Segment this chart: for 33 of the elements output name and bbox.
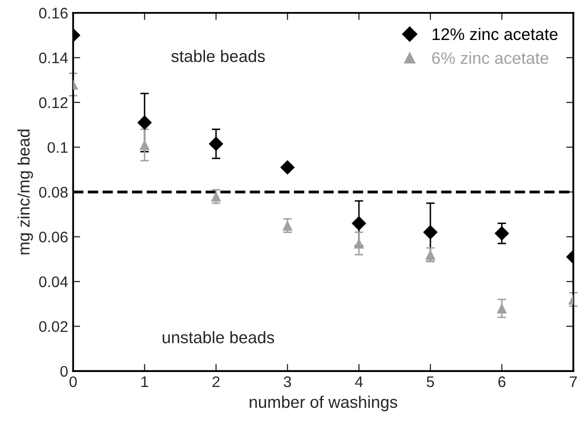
x-tick-label: 3 [284,376,292,388]
y-tick-label: 0.1 [48,142,68,153]
y-tick-label: 0.12 [39,97,68,108]
x-tick-label: 1 [141,376,148,388]
y-axis-title: mg zinc/mg bead [17,130,33,254]
y-tick-label: 0.08 [39,186,68,198]
point [423,224,438,240]
x-axis-title: number of washings [250,396,398,412]
point [352,216,366,231]
y-tick-label: 0 [60,366,68,377]
y-tick-label: 0.14 [39,52,68,64]
annotation: unstable beads [162,331,274,344]
annotation: stable beads [171,50,265,62]
x-tick-label: 0 [69,376,77,388]
x-tick-label: 6 [498,376,506,388]
point [354,238,364,249]
x-tick-label: 4 [355,376,363,388]
point [425,250,436,260]
x-tick-label: 2 [212,376,220,388]
point [494,226,510,241]
x-tick-label: 7 [570,376,577,388]
legend-label: 12% zinc acetate [432,28,558,40]
point [208,136,224,152]
y-tick-label: 0.04 [39,276,68,288]
point [137,115,152,130]
point [280,160,295,175]
point [496,303,507,314]
x-tick-label: 5 [426,376,434,388]
point [139,140,150,150]
legend-label: 6% zinc acetate [432,52,548,64]
y-tick-label: 0.02 [39,321,68,332]
y-tick-label: 0.16 [39,8,68,19]
y-tick-label: 0.06 [39,232,68,242]
